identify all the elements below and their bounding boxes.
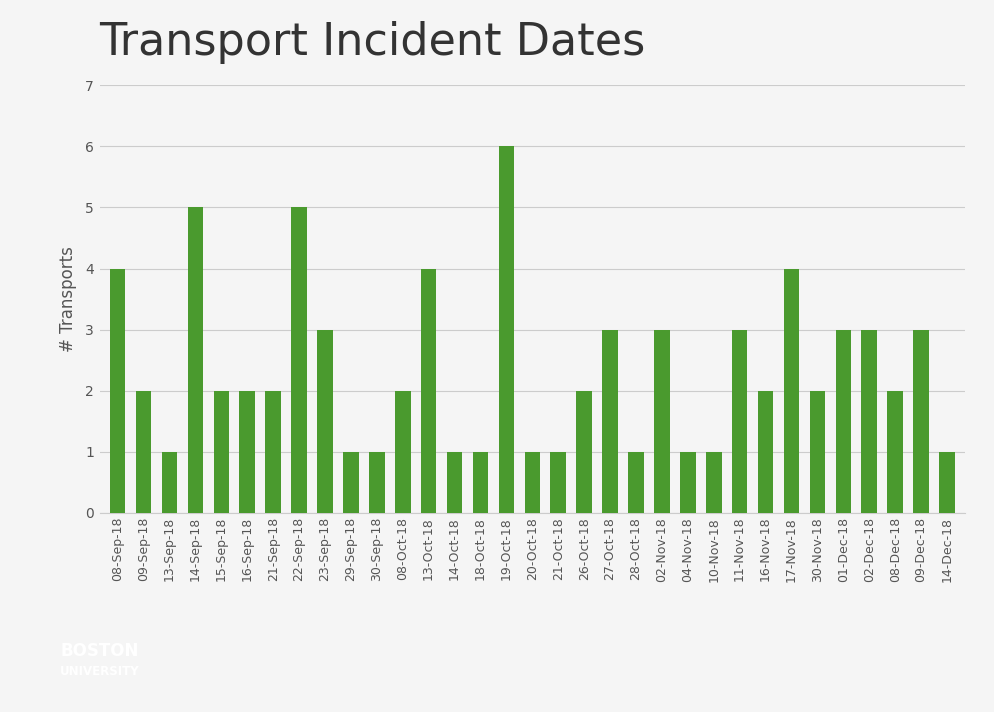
Bar bbox=[240, 391, 254, 513]
Bar bbox=[188, 207, 203, 513]
Bar bbox=[214, 391, 229, 513]
Bar bbox=[472, 451, 488, 513]
Bar bbox=[291, 207, 306, 513]
Bar bbox=[757, 391, 772, 513]
Bar bbox=[601, 330, 617, 513]
Bar bbox=[783, 268, 798, 513]
Bar bbox=[446, 451, 462, 513]
Bar bbox=[265, 391, 280, 513]
Y-axis label: # Transports: # Transports bbox=[59, 246, 77, 352]
Bar bbox=[109, 268, 125, 513]
Bar bbox=[395, 391, 411, 513]
Bar bbox=[369, 451, 385, 513]
Bar bbox=[498, 147, 514, 513]
Text: UNIVERSITY: UNIVERSITY bbox=[60, 665, 139, 678]
Bar bbox=[706, 451, 721, 513]
Bar bbox=[679, 451, 695, 513]
Bar bbox=[938, 451, 954, 513]
Bar bbox=[550, 451, 566, 513]
Text: Transport Incident Dates: Transport Incident Dates bbox=[99, 21, 645, 64]
Bar bbox=[343, 451, 358, 513]
Bar bbox=[420, 268, 436, 513]
Bar bbox=[653, 330, 669, 513]
Bar bbox=[861, 330, 876, 513]
Bar bbox=[887, 391, 902, 513]
Bar bbox=[732, 330, 746, 513]
Bar bbox=[912, 330, 928, 513]
Text: BOSTON: BOSTON bbox=[61, 642, 138, 660]
Bar bbox=[627, 451, 643, 513]
Bar bbox=[162, 451, 177, 513]
Bar bbox=[524, 451, 540, 513]
Bar bbox=[809, 391, 824, 513]
Bar bbox=[576, 391, 591, 513]
Bar bbox=[835, 330, 850, 513]
Bar bbox=[317, 330, 332, 513]
Bar bbox=[135, 391, 151, 513]
